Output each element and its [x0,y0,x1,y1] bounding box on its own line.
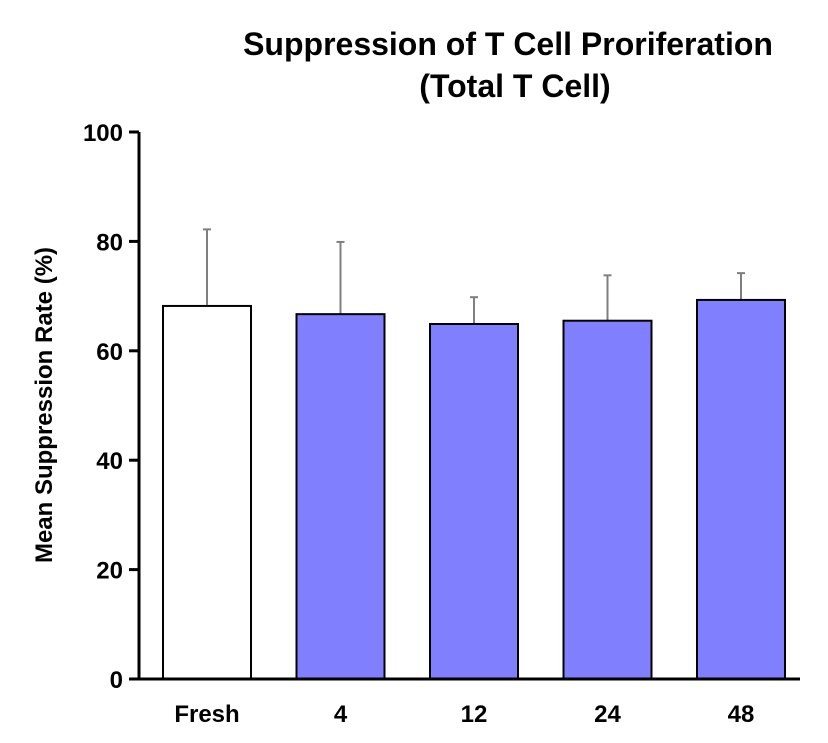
chart-subtitle: (Total T Cell) [419,68,610,104]
y-tick-label-20: 20 [96,558,123,585]
bar-4 [295,313,386,680]
bar-48 [696,298,786,680]
x-tick-label-12: 12 [461,701,488,728]
plot-area: Fresh 4 12 24 48 0 20 40 60 80 100 [83,120,800,728]
y-tick-label-80: 80 [96,229,123,256]
y-tick-label-0: 0 [110,667,123,694]
bar-24 [562,319,653,680]
x-tick-label-48: 48 [728,701,755,728]
y-axis-title: Mean Suppression Rate (%) [31,247,58,563]
y-tick-label-100: 100 [83,120,123,147]
y-tick-label-40: 40 [96,448,123,475]
bar-Fresh [162,304,252,680]
x-tick-label-4: 4 [334,701,348,728]
x-tick-label-Fresh: Fresh [174,701,239,728]
chart-title: Suppression of T Cell Proriferation [243,26,773,62]
x-tick-label-24: 24 [594,701,621,728]
y-tick-label-60: 60 [96,339,123,366]
bar-12 [429,322,519,680]
